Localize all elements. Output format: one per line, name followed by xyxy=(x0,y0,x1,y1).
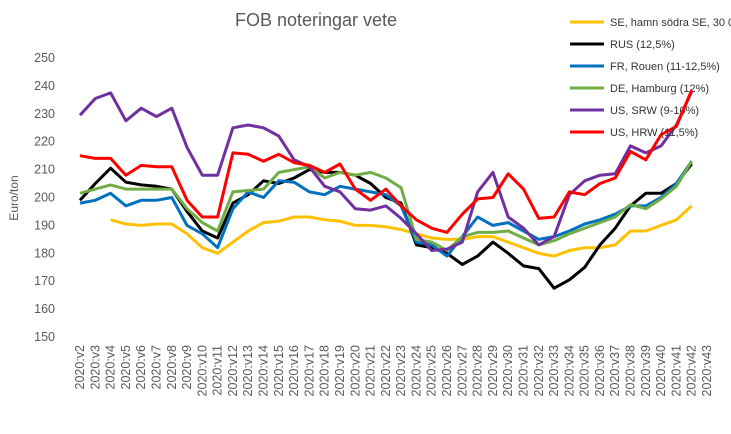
y-axis-label: Euro/ton xyxy=(7,175,21,220)
x-tick-label: 2020:v34 xyxy=(562,345,576,396)
x-tick-label: 2020:v5 xyxy=(119,345,133,390)
x-tick-label: 2020:v3 xyxy=(88,345,102,390)
x-tick-label: 2020:v31 xyxy=(516,345,530,396)
x-tick-label: 2020:v37 xyxy=(608,345,622,396)
y-tick-label: 210 xyxy=(34,163,55,177)
y-tick-label: 200 xyxy=(34,191,55,205)
x-tick-label: 2020:v12 xyxy=(226,345,240,396)
legend-label: US, SRW (9-10%) xyxy=(610,105,699,117)
y-tick-label: 250 xyxy=(34,51,55,65)
x-tick-label: 2020:v13 xyxy=(241,345,255,396)
legend-label: SE, hamn södra SE, 30 000 ton (11-12%) xyxy=(610,17,731,29)
y-tick-label: 230 xyxy=(34,107,55,121)
x-tick-label: 2020:v32 xyxy=(532,345,546,396)
x-tick-label: 2020:v9 xyxy=(180,345,194,390)
y-tick-label: 220 xyxy=(34,135,55,149)
x-tick-label: 2020:v33 xyxy=(547,345,561,396)
x-tick-label: 2020:v23 xyxy=(394,345,408,396)
y-tick-label: 180 xyxy=(34,246,55,260)
x-tick-label: 2020:v36 xyxy=(593,345,607,396)
x-tick-label: 2020:v18 xyxy=(318,345,332,396)
x-tick-label: 2020:v39 xyxy=(639,345,653,396)
x-tick-label: 2020:v8 xyxy=(165,345,179,390)
chart-title: FOB noteringar vete xyxy=(235,10,397,30)
x-tick-label: 2020:v28 xyxy=(471,345,485,396)
x-tick-label: 2020:v2 xyxy=(73,345,87,390)
x-tick-label: 2020:v22 xyxy=(379,345,393,396)
y-tick-label: 170 xyxy=(34,274,55,288)
x-tick-label: 2020:v14 xyxy=(257,345,271,396)
series-line xyxy=(110,204,693,258)
x-tick-label: 2020:v16 xyxy=(287,345,301,396)
x-tick-label: 2020:v42 xyxy=(685,345,699,396)
x-tick-label: 2020:v35 xyxy=(578,345,592,396)
x-tick-label: 2020:v38 xyxy=(624,345,638,396)
y-tick-label: 190 xyxy=(34,218,55,232)
x-tick-label: 2020:v25 xyxy=(425,345,439,396)
y-tick-label: 240 xyxy=(34,79,55,93)
legend-label: DE, Hamburg (12%) xyxy=(610,83,709,95)
x-tick-label: 2020:v15 xyxy=(272,345,286,396)
x-tick-label: 2020:v11 xyxy=(211,345,225,396)
legend-label: RUS (12,5%) xyxy=(610,39,675,51)
x-tick-label: 2020:v43 xyxy=(700,345,714,396)
x-tick-label: 2020:v29 xyxy=(486,345,500,396)
x-tick-label: 2020:v24 xyxy=(409,345,423,396)
legend-label: FR, Rouen (11-12,5%) xyxy=(610,61,720,73)
x-tick-label: 2020:v19 xyxy=(333,345,347,396)
x-tick-label: 2020:v26 xyxy=(440,345,454,396)
x-tick-label: 2020:v6 xyxy=(134,345,148,390)
x-tick-label: 2020:v20 xyxy=(348,345,362,396)
x-tick-label: 2020:v21 xyxy=(364,345,378,396)
y-tick-label: 160 xyxy=(34,302,55,316)
x-tick-label: 2020:v4 xyxy=(104,345,118,390)
x-tick-label: 2020:v40 xyxy=(654,345,668,396)
series-line xyxy=(79,160,693,252)
x-tick-label: 2020:v7 xyxy=(149,345,163,390)
legend-label: US, HRW (11,5%) xyxy=(610,127,698,139)
x-tick-label: 2020:v27 xyxy=(455,345,469,396)
x-tick-label: 2020:v41 xyxy=(669,345,683,396)
y-tick-label: 150 xyxy=(34,330,55,344)
series-line xyxy=(79,160,693,258)
x-tick-label: 2020:v30 xyxy=(501,345,515,396)
x-tick-label: 2020:v10 xyxy=(195,345,209,396)
x-tick-label: 2020:v17 xyxy=(302,345,316,396)
series-line xyxy=(79,89,694,234)
series-line xyxy=(78,90,694,252)
